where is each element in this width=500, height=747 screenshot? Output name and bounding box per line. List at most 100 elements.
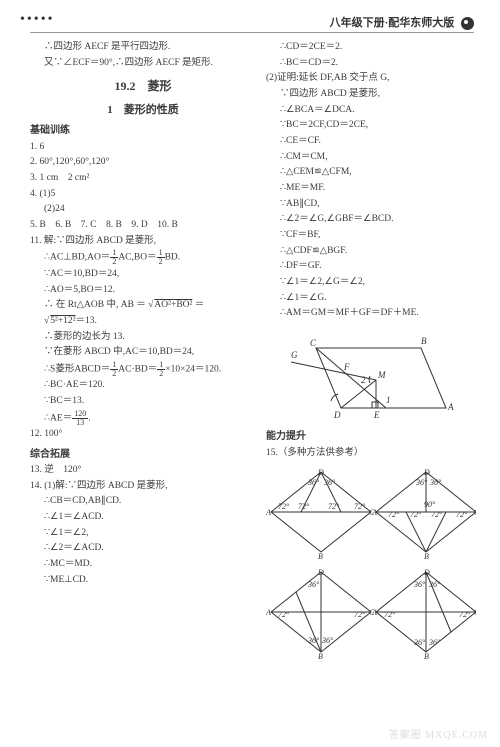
answer-line: 13. 逆 120° [30,463,256,479]
answer-line: 4. (1)5 [30,187,256,203]
answer-line: ∵BC＝13. [30,394,256,410]
deg: 36° [429,478,442,487]
deg: 36° [321,636,334,645]
t: ×10×24＝120. [165,365,221,375]
deg: 36° [413,638,426,647]
text-line: ∵BC＝2CF,CD＝2CE, [266,118,476,134]
deg: 36° [413,580,426,589]
text-line: ∴∠1＝∠G. [266,291,476,307]
answer-line: 15.（多种方法供参考） [266,446,476,462]
lbl: A [266,608,271,617]
text-line: ∵∠1＝∠2,∠G＝∠2, [266,275,476,291]
answer-line: ∵在菱形 ABCD 中,AC＝10,BD＝24, [30,345,256,361]
lbl: D [317,568,324,577]
fraction: 12 [157,249,165,266]
answer-line: ∴菱形的边长为 13. [30,330,256,346]
header-title: 八年级下册·配华东师大版 [330,17,455,29]
text-line: ∴AM＝GM＝MF＋GF＝DF＋ME. [266,306,476,322]
text-line: ∴∠BCA＝∠DCA. [266,103,476,119]
lbl-B: B [421,336,427,346]
answer-line: ∴CB＝CD,AB∥CD. [30,494,256,510]
text-line: ∵四边形 ABCD 是菱形, [266,87,476,103]
answer-line: (2)24 [30,202,256,218]
answer-line: 12. 100° [30,427,256,443]
page-header: 八年级下册·配华东师大版 [330,14,474,30]
text-line: ∴CE＝CF. [266,134,476,150]
deg: 36° [307,580,320,589]
den: 13 [72,419,88,427]
deg: 72° [354,502,366,511]
answer-line: 14. (1)解:∵四边形 ABCD 是菱形, [30,479,256,495]
answer-line: ∴S菱形ABCD＝12AC·BD＝12×10×24＝120. [30,361,256,378]
lbl-A: A [447,402,454,412]
den: 2 [157,258,165,266]
answer-line: ∴AO＝5,BO＝12. [30,283,256,299]
text-line: ∴CM＝CM, [266,150,476,166]
answer-line: ∵ME⊥CD. [30,573,256,589]
t: ＝ [192,300,204,310]
deg: 72° [298,502,310,511]
lbl-E: E [373,410,380,420]
answer-line: √5²+12²＝13. [30,314,256,330]
text-line: ∴∠2＝∠G,∠GBF＝∠BCD. [266,212,476,228]
lbl: B [318,552,323,561]
lbl-1: 1 [386,395,391,405]
t: 5²+12² [49,316,75,326]
lbl-G: G [291,350,298,360]
answer-line: ∵∠1＝∠2, [30,526,256,542]
deg: 36° [415,478,428,487]
t: . [88,413,90,423]
section-title: 19.2 菱形 [30,77,256,97]
lbl: D [317,468,324,477]
deg: 36° [428,638,441,647]
t: AC,BO＝ [118,253,156,263]
answer-line: ∵AC＝10,BD＝24, [30,267,256,283]
answer-line: ∴∠1＝∠ACD. [30,510,256,526]
t: ∴AE＝ [44,413,72,423]
deg: 90° [424,500,436,509]
watermark: 答案圈 MXQE.COM [389,726,488,741]
header-logo-icon [461,17,474,30]
parallelogram-diagram: G B A C D E F M 1 2 [286,328,456,423]
answer-line: ∴AC⊥BD,AO＝12AC,BO＝12BD. [30,249,256,266]
text-line: ∴CD＝2CE＝2. [266,40,476,56]
fraction: 12013 [72,410,88,427]
content-area: ∴四边形 AECF 是平行四边形. 又∵∠ECF＝90°,∴四边形 AECF 是… [30,40,476,737]
answer-line: 2. 60°,120°,60°,120° [30,155,256,171]
lbl: A [371,608,377,617]
lbl: D [423,568,430,577]
text-line: ∵CF＝BF, [266,228,476,244]
right-column: ∴CD＝2CE＝2. ∴BC＝CD＝2. (2)证明:延长 DF,AB 交于点 … [266,40,476,737]
answer-line: ∴AE＝12013. [30,410,256,427]
deg: 72° [328,502,340,511]
answer-line: ∴MC＝MD. [30,557,256,573]
sub-title: 1 菱形的性质 [30,101,256,119]
t: ∴AC⊥BD,AO＝ [44,253,110,263]
heading-basic: 基础训练 [30,123,256,140]
deg: 72° [278,610,290,619]
t: ∴ 在 Rt△AOB 中, AB ＝ [44,300,148,310]
deg: 72° [456,510,468,519]
lbl-M: M [377,370,386,380]
answer-line: ∴ 在 Rt△AOB 中, AB ＝ √AO²+BO² ＝ [30,298,256,314]
heading-extend: 综合拓展 [30,447,256,464]
text-line: 又∵∠ECF＝90°,∴四边形 AECF 是矩形. [30,56,256,72]
header-dots: ••••• [20,12,55,28]
deg: 72° [431,510,443,519]
text-line: ∵AB∥CD, [266,197,476,213]
deg: 72° [278,502,290,511]
lbl: C [474,608,476,617]
lbl: A [266,508,271,517]
text-line: ∴四边形 AECF 是平行四边形. [30,40,256,56]
lbl: B [424,652,429,661]
deg: 36° [307,478,320,487]
deg: 72° [384,610,396,619]
lbl-2: 2 [361,375,366,385]
lbl: B [424,552,429,561]
text-line: (2)证明:延长 DF,AB 交于点 G, [266,71,476,87]
lbl-D: D [333,410,341,420]
text-line: ∴DF＝GF. [266,259,476,275]
lbl-C: C [310,338,317,348]
header-rule [30,32,474,33]
deg: 72° [410,510,422,519]
